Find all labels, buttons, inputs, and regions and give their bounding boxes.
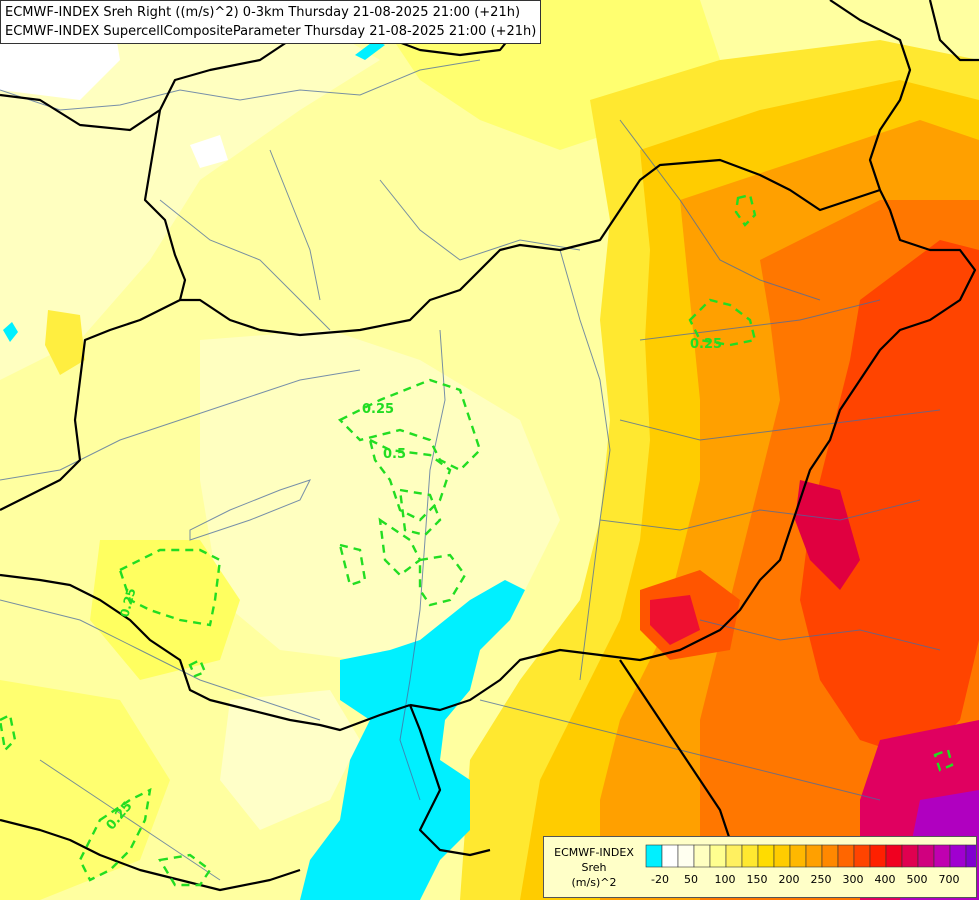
legend-swatch <box>837 844 855 868</box>
color-legend: ECMWF-INDEX Sreh (m/s)^2 -20 50 100 150 200 2… <box>543 836 977 898</box>
legend-swatch <box>693 844 711 868</box>
legend-swatch <box>869 844 887 868</box>
legend-tick-label: 150 <box>747 873 768 886</box>
legend-swatch <box>725 844 743 868</box>
legend-swatch <box>949 844 967 868</box>
legend-tick-label: 100 <box>715 873 736 886</box>
legend-swatch <box>661 844 679 868</box>
map-title-line-2: ECMWF-INDEX SupercellCompositeParameter … <box>5 24 537 39</box>
legend-name-line-2: Sreh <box>581 861 607 874</box>
contour-label-0-25-center: 0.25 <box>362 402 394 417</box>
legend-tick-label: 200 <box>779 873 800 886</box>
legend-swatch <box>917 844 935 868</box>
field-band-peak-2 <box>650 595 700 645</box>
contour-label-0-5-center: 0.5 <box>383 447 406 462</box>
legend-swatch <box>677 844 695 868</box>
legend-swatch <box>645 844 663 868</box>
field-cyan-small-north <box>355 40 385 60</box>
legend-tick-label: 50 <box>684 873 698 886</box>
map-title-box: ECMWF-INDEX Sreh Right ((m/s)^2) 0-3km T… <box>0 0 542 44</box>
legend-swatch <box>853 844 871 868</box>
field-pale-zone <box>0 30 380 380</box>
field-white-patch <box>190 135 228 168</box>
field-cyan-small-west <box>3 322 18 342</box>
scp-contours <box>0 193 954 887</box>
legend-swatch <box>965 844 976 868</box>
legend-swatch <box>757 844 775 868</box>
legend-tick-label: 250 <box>811 873 832 886</box>
legend-tick-label: 500 <box>907 873 928 886</box>
legend-swatch <box>821 844 839 868</box>
legend-swatch <box>933 844 951 868</box>
legend-tick-label: -20 <box>651 873 669 886</box>
legend-swatch <box>709 844 727 868</box>
legend-swatch <box>901 844 919 868</box>
legend-swatch <box>773 844 791 868</box>
legend-swatch <box>741 844 759 868</box>
rivers <box>0 59 941 881</box>
legend-colorbar: -20 50 100 150 200 250 300 400 500 700 <box>645 844 976 886</box>
legend-swatch <box>789 844 807 868</box>
field-yellow-zone-west <box>90 540 240 680</box>
legend-tick-label: 400 <box>875 873 896 886</box>
field-pale-zone-center <box>200 330 560 660</box>
field-band-peak-1 <box>795 480 860 590</box>
field-yellow-small-1 <box>45 310 85 375</box>
legend-name: ECMWF-INDEX Sreh (m/s)^2 <box>548 845 640 890</box>
field-cyan-lake <box>300 580 525 900</box>
legend-name-line-1: ECMWF-INDEX <box>554 846 634 859</box>
contour-label-0-25-east: 0.25 <box>690 337 722 352</box>
legend-tick-label: 300 <box>843 873 864 886</box>
legend-swatch <box>885 844 903 868</box>
legend-tick-label: 700 <box>939 873 960 886</box>
legend-swatch <box>805 844 823 868</box>
map-title-line-1: ECMWF-INDEX Sreh Right ((m/s)^2) 0-3km T… <box>5 5 521 20</box>
legend-name-line-3: (m/s)^2 <box>571 876 617 889</box>
field-band-500 <box>800 240 979 760</box>
field-pale-zone-south <box>220 690 360 830</box>
